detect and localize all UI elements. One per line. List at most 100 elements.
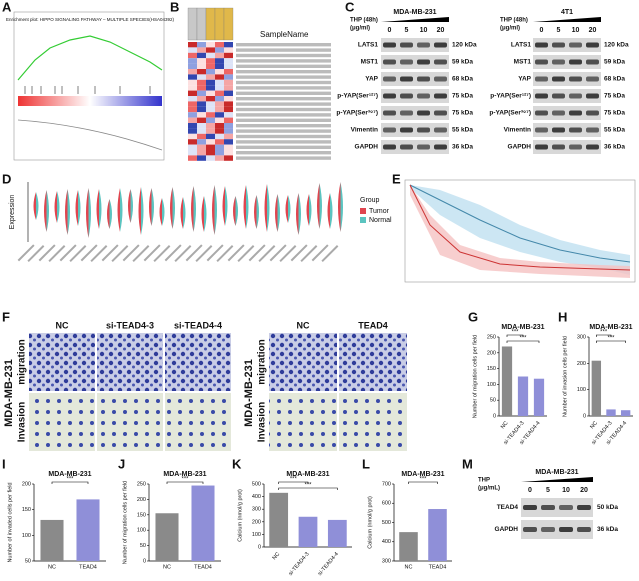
violin-xlabel — [59, 244, 77, 262]
size-label: 36 kDa — [597, 526, 618, 533]
blot-band — [400, 42, 413, 48]
y-tick-label: 300 — [382, 558, 391, 564]
blot-band — [577, 527, 591, 532]
panel-letter: C — [345, 0, 355, 14]
size-label: 120 kDa — [452, 42, 477, 49]
heatmap-row-label — [236, 64, 331, 68]
sig-bracket — [51, 481, 89, 484]
sig-bracket — [278, 481, 309, 484]
heatmap-cell — [188, 90, 197, 96]
violin — [86, 188, 89, 238]
violin-ylabel: Expression — [9, 195, 16, 230]
protein-label: TEAD4 — [497, 504, 519, 511]
blot-cell-line: MDA-MB-231 — [535, 469, 578, 476]
sig-bracket — [506, 340, 540, 343]
y-tick-label: 100 — [487, 382, 496, 388]
heatmap-cell — [206, 47, 215, 53]
violin — [170, 187, 173, 229]
y-tick-label: 50 — [140, 543, 146, 549]
protein-label: GAPDH — [355, 144, 379, 151]
sig-bracket — [596, 334, 612, 337]
x-tick-label: NC — [405, 564, 413, 570]
micrograph — [339, 333, 407, 391]
violin-xlabel — [227, 244, 245, 262]
size-label: 59 kDa — [604, 59, 625, 66]
heatmap-group — [196, 7, 207, 41]
heatmap-cell — [224, 101, 233, 107]
blot-band — [417, 42, 430, 48]
heatmap-cell — [206, 128, 215, 134]
micrograph — [269, 333, 337, 391]
sig-bracket — [166, 481, 204, 484]
blot-band — [383, 127, 396, 133]
violin — [109, 199, 112, 229]
y-tick-label: 0 — [583, 413, 586, 419]
blot-strip — [381, 123, 449, 137]
blot-band — [383, 59, 396, 65]
violin-xlabel — [80, 244, 98, 262]
x-tick-label: NC — [272, 551, 282, 561]
violin-xlabel — [290, 244, 308, 262]
blot-treatment: THP (48h) — [500, 18, 528, 24]
heatmap-cell — [188, 128, 197, 134]
panel-letter: H — [558, 309, 567, 324]
dose-label: 20 — [437, 27, 445, 34]
blot-band — [586, 76, 599, 82]
sig-bracket — [408, 481, 438, 484]
heatmap-row-label — [236, 129, 331, 133]
violin — [201, 196, 204, 232]
blot-strip — [533, 89, 601, 103]
size-label: 120 kDa — [604, 42, 629, 49]
heatmap-cell — [188, 106, 197, 113]
y-tick-label: 50 — [490, 398, 496, 404]
heatmap-cell — [215, 90, 224, 96]
heatmap-cell — [197, 63, 206, 69]
sig-label: *** — [181, 477, 189, 483]
heatmap-cell — [215, 144, 224, 150]
heatmap-cell — [206, 133, 215, 140]
blot-strip — [533, 106, 601, 120]
row-label: Invasion — [257, 402, 268, 443]
x-tick-label: NC — [589, 420, 599, 430]
blot-strip — [533, 72, 601, 86]
micrograph — [97, 393, 163, 451]
blot-strip — [533, 123, 601, 137]
dose-wedge — [521, 477, 593, 482]
heatmap-cell — [197, 47, 206, 53]
blot-band — [569, 42, 582, 48]
blot-band — [383, 93, 396, 99]
blot-strip — [533, 140, 601, 154]
protein-label: p-YAP(Ser¹²⁷) — [337, 93, 378, 100]
blot-strip — [381, 38, 449, 52]
panel-letter: M — [462, 456, 473, 471]
heatmap-cell — [206, 117, 215, 123]
blot-band — [434, 42, 447, 48]
violin — [193, 186, 196, 232]
y-tick-label: 100 — [577, 387, 586, 393]
protein-label: LATS1 — [511, 42, 531, 49]
heatmap-cell — [188, 79, 197, 86]
blot-strip — [521, 520, 593, 539]
violin — [327, 193, 330, 229]
y-tick-label: 150 — [22, 507, 31, 513]
heatmap-cell — [224, 106, 233, 113]
protein-label: LATS1 — [358, 42, 378, 49]
heatmap-cell — [197, 117, 206, 123]
blot-band — [586, 144, 599, 150]
heatmap-row-label — [236, 113, 331, 117]
protein-label: p-YAP(Ser³⁹⁷) — [489, 110, 531, 117]
blot-band — [417, 93, 430, 99]
heatmap-cell — [206, 79, 215, 86]
violin — [183, 197, 186, 229]
violin — [172, 187, 175, 229]
violin — [235, 196, 238, 226]
size-label: 75 kDa — [452, 93, 473, 100]
dose-label: 0 — [540, 27, 544, 34]
blot-band — [434, 110, 447, 116]
heatmap-group — [205, 7, 216, 41]
heatmap-cell — [224, 150, 233, 156]
heatmap-cell — [188, 112, 197, 118]
blot-band — [434, 93, 447, 99]
dose-label: 5 — [546, 487, 550, 494]
